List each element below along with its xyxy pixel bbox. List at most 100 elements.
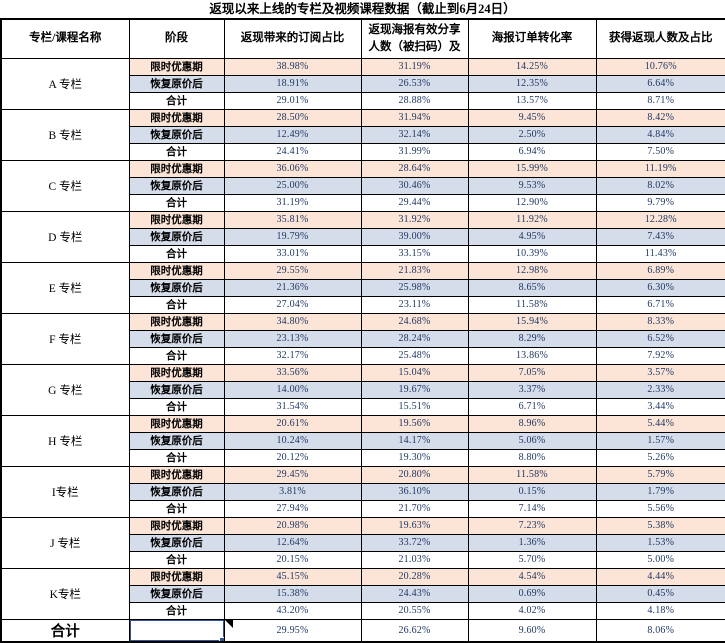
value-cell[interactable]: 15.51% — [360, 397, 469, 416]
value-cell[interactable]: 21.36% — [223, 278, 362, 297]
value-cell[interactable]: 4.02% — [467, 601, 597, 620]
stage-cell[interactable]: 恢复原价后 — [128, 533, 225, 552]
stage-cell[interactable]: 恢复原价后 — [128, 584, 225, 603]
column-header[interactable]: 获得返现人数及占比 — [595, 18, 725, 59]
value-cell[interactable]: 36.06% — [223, 159, 362, 178]
value-cell[interactable]: 12.49% — [223, 125, 362, 144]
value-cell[interactable]: 20.98% — [223, 516, 362, 535]
value-cell[interactable]: 31.19% — [223, 193, 362, 212]
value-cell[interactable]: 9.79% — [595, 193, 725, 212]
stage-cell[interactable]: 合计 — [128, 244, 225, 263]
value-cell[interactable]: 5.79% — [595, 465, 725, 484]
value-cell[interactable]: 30.46% — [360, 176, 469, 195]
value-cell[interactable]: 25.98% — [360, 278, 469, 297]
value-cell[interactable]: 36.10% — [360, 482, 469, 501]
column-header[interactable]: 返现海报有效分享人数（被扫码）及 — [360, 18, 469, 59]
column-header[interactable]: 返现带来的订阅占比 — [223, 18, 362, 59]
value-cell[interactable]: 24.43% — [360, 584, 469, 603]
value-cell[interactable]: 31.92% — [360, 210, 469, 229]
value-cell[interactable]: 11.43% — [595, 244, 725, 263]
value-cell[interactable]: 8.02% — [595, 176, 725, 195]
value-cell[interactable]: 4.54% — [467, 567, 597, 586]
value-cell[interactable]: 5.44% — [595, 414, 725, 433]
value-cell[interactable]: 15.38% — [223, 584, 362, 603]
value-cell[interactable]: 23.13% — [223, 329, 362, 348]
value-cell[interactable]: 33.56% — [223, 363, 362, 382]
value-cell[interactable]: 32.17% — [223, 346, 362, 365]
value-cell[interactable]: 11.58% — [467, 465, 597, 484]
value-cell[interactable]: 7.50% — [595, 142, 725, 161]
value-cell[interactable]: 14.00% — [223, 380, 362, 399]
value-cell[interactable]: 14.17% — [360, 431, 469, 450]
stage-cell[interactable]: 合计 — [128, 142, 225, 161]
value-cell[interactable]: 29.45% — [223, 465, 362, 484]
course-name-cell[interactable]: I专栏 — [0, 465, 130, 518]
value-cell[interactable]: 5.38% — [595, 516, 725, 535]
stage-cell[interactable]: 限时优惠期 — [128, 363, 225, 382]
value-cell[interactable]: 28.64% — [360, 159, 469, 178]
value-cell[interactable]: 5.06% — [467, 431, 597, 450]
value-cell[interactable]: 7.14% — [467, 499, 597, 518]
stage-cell[interactable]: 恢复原价后 — [128, 431, 225, 450]
value-cell[interactable]: 13.86% — [467, 346, 597, 365]
value-cell[interactable]: 8.71% — [595, 91, 725, 110]
value-cell[interactable]: 8.06% — [595, 618, 725, 642]
value-cell[interactable]: 26.53% — [360, 74, 469, 93]
stage-cell[interactable]: 限时优惠期 — [128, 516, 225, 535]
value-cell[interactable]: 7.43% — [595, 227, 725, 246]
value-cell[interactable]: 6.71% — [467, 397, 597, 416]
stage-cell[interactable]: 限时优惠期 — [128, 159, 225, 178]
grand-total-label-cell[interactable]: 合计 — [0, 618, 130, 642]
value-cell[interactable]: 5.00% — [595, 550, 725, 569]
value-cell[interactable]: 9.45% — [467, 108, 597, 127]
value-cell[interactable]: 8.33% — [595, 312, 725, 331]
value-cell[interactable]: 19.67% — [360, 380, 469, 399]
value-cell[interactable]: 0.45% — [595, 584, 725, 603]
stage-cell[interactable]: 合计 — [128, 550, 225, 569]
stage-cell[interactable]: 限时优惠期 — [128, 210, 225, 229]
value-cell[interactable]: 15.94% — [467, 312, 597, 331]
value-cell[interactable]: 12.35% — [467, 74, 597, 93]
stage-cell[interactable]: 限时优惠期 — [128, 465, 225, 484]
stage-cell[interactable]: 合计 — [128, 295, 225, 314]
value-cell[interactable]: 23.11% — [360, 295, 469, 314]
stage-cell[interactable]: 合计 — [128, 193, 225, 212]
course-name-cell[interactable]: A 专栏 — [0, 57, 130, 110]
value-cell[interactable]: 33.01% — [223, 244, 362, 263]
value-cell[interactable]: 27.94% — [223, 499, 362, 518]
value-cell[interactable]: 32.14% — [360, 125, 469, 144]
course-name-cell[interactable]: C 专栏 — [0, 159, 130, 212]
value-cell[interactable]: 20.80% — [360, 465, 469, 484]
value-cell[interactable]: 5.56% — [595, 499, 725, 518]
value-cell[interactable]: 13.57% — [467, 91, 597, 110]
stage-cell[interactable]: 恢复原价后 — [128, 176, 225, 195]
value-cell[interactable]: 1.53% — [595, 533, 725, 552]
value-cell[interactable]: 4.44% — [595, 567, 725, 586]
column-header[interactable]: 阶段 — [128, 18, 225, 59]
value-cell[interactable]: 4.95% — [467, 227, 597, 246]
value-cell[interactable]: 28.50% — [223, 108, 362, 127]
value-cell[interactable]: 12.98% — [467, 261, 597, 280]
value-cell[interactable]: 10.24% — [223, 431, 362, 450]
course-name-cell[interactable]: E 专栏 — [0, 261, 130, 314]
stage-cell[interactable]: 合计 — [128, 499, 225, 518]
value-cell[interactable]: 15.04% — [360, 363, 469, 382]
value-cell[interactable]: 26.62% — [360, 618, 469, 642]
value-cell[interactable]: 11.19% — [595, 159, 725, 178]
value-cell[interactable]: 43.20% — [223, 601, 362, 620]
value-cell[interactable]: 10.39% — [467, 244, 597, 263]
column-header[interactable]: 海报订单转化率 — [467, 18, 597, 59]
course-name-cell[interactable]: F 专栏 — [0, 312, 130, 365]
stage-cell[interactable]: 恢复原价后 — [128, 74, 225, 93]
value-cell[interactable]: 20.55% — [360, 601, 469, 620]
value-cell[interactable]: 7.05% — [467, 363, 597, 382]
value-cell[interactable]: 2.50% — [467, 125, 597, 144]
value-cell[interactable]: 24.68% — [360, 312, 469, 331]
value-cell[interactable]: 11.92% — [467, 210, 597, 229]
value-cell[interactable]: 27.04% — [223, 295, 362, 314]
value-cell[interactable]: 35.81% — [223, 210, 362, 229]
stage-cell[interactable]: 恢复原价后 — [128, 125, 225, 144]
value-cell[interactable]: 4.18% — [595, 601, 725, 620]
value-cell[interactable]: 3.81% — [223, 482, 362, 501]
course-name-cell[interactable]: B 专栏 — [0, 108, 130, 161]
